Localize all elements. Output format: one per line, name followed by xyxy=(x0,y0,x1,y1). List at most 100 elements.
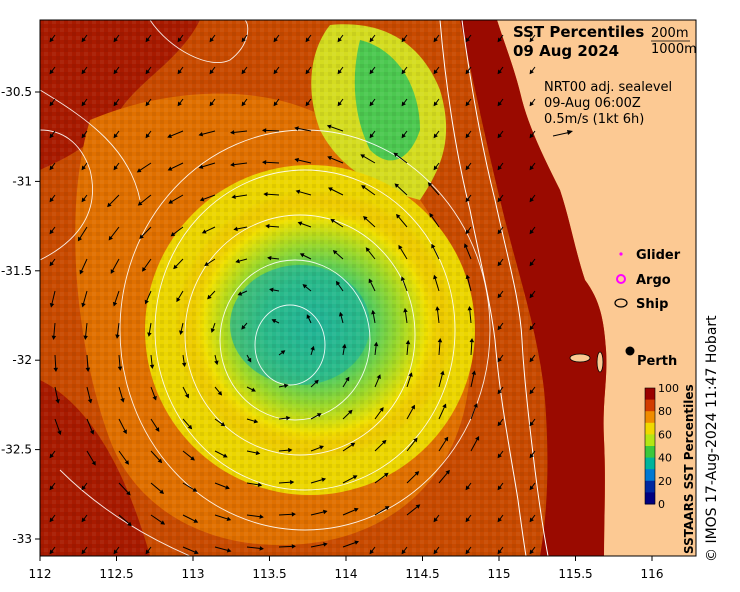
current-arrowhead xyxy=(465,517,470,523)
contour-200m-label: 200m xyxy=(651,26,688,41)
current-arrowhead xyxy=(465,101,470,107)
current-arrowhead xyxy=(433,274,438,280)
current-arrowhead xyxy=(81,485,86,491)
current-arrowhead xyxy=(81,101,86,107)
current-arrowhead xyxy=(299,253,305,258)
current-arrowhead xyxy=(145,549,150,555)
x-tick-label: 112 xyxy=(29,567,52,581)
x-axis: 112 112.5 113 113.5 114 114.5 115 115.5 116 xyxy=(29,556,663,581)
current-arrowhead xyxy=(49,197,54,203)
current-arrowhead xyxy=(89,429,95,435)
current-arrowhead xyxy=(113,133,118,139)
current-arrowhead xyxy=(445,469,450,475)
current-arrowhead xyxy=(369,101,374,107)
current-arrowhead xyxy=(328,187,333,192)
current-arrowhead xyxy=(49,165,54,171)
current-arrowhead xyxy=(305,69,310,75)
current-arrowhead xyxy=(396,213,401,219)
current-arrowhead xyxy=(233,226,238,232)
current-arrowhead xyxy=(261,160,267,165)
current-arrowhead xyxy=(81,197,86,203)
current-arrowhead xyxy=(126,490,131,496)
current-arrowhead xyxy=(497,261,502,267)
argo-legend-label: Argo xyxy=(636,273,671,288)
current-arrowhead xyxy=(152,395,157,401)
map-title: SST Percentiles xyxy=(513,23,644,41)
current-arrowhead xyxy=(368,278,373,284)
current-source-label: NRT00 adj. sealevel xyxy=(544,80,672,95)
current-arrowhead xyxy=(352,475,358,480)
colorbar-segment xyxy=(645,480,655,493)
current-arrowhead xyxy=(379,407,384,412)
colorbar-tick-label: 20 xyxy=(658,475,672,488)
current-arrowhead xyxy=(207,294,212,300)
current-arrowhead xyxy=(85,367,91,373)
current-arrowhead xyxy=(170,231,176,237)
current-arrowhead xyxy=(263,191,268,197)
current-arrowhead xyxy=(297,221,303,226)
contour-1000m xyxy=(439,20,527,556)
current-arrowhead xyxy=(471,370,477,375)
current-arrowhead xyxy=(226,516,232,522)
current-arrowhead xyxy=(124,460,129,465)
current-arrowhead xyxy=(271,319,277,324)
colorbar-segment xyxy=(645,446,655,459)
current-arrowhead xyxy=(49,549,54,555)
current-arrowhead xyxy=(294,126,299,131)
current-arrowhead xyxy=(465,133,470,139)
current-arrowhead xyxy=(253,418,259,424)
colorbar-segment xyxy=(645,388,655,401)
current-arrowhead xyxy=(321,477,327,482)
current-arrowhead xyxy=(53,367,59,373)
current-arrowhead xyxy=(433,69,438,75)
current-arrowhead xyxy=(273,37,278,43)
current-arrowhead xyxy=(497,133,502,139)
current-arrowhead xyxy=(231,194,236,200)
current-arrowhead xyxy=(190,456,195,461)
current-arrowhead xyxy=(199,197,205,202)
current-arrowhead xyxy=(145,69,150,75)
colorbar-tick-label: 40 xyxy=(658,452,672,465)
argo-icon xyxy=(616,274,626,284)
current-arrowhead xyxy=(363,216,368,221)
current-arrowhead xyxy=(433,549,438,555)
current-arrowhead xyxy=(433,517,438,523)
current-arrowhead xyxy=(529,325,534,331)
current-arrowhead xyxy=(497,485,502,491)
current-arrowhead xyxy=(145,101,150,107)
current-arrowhead xyxy=(429,212,434,218)
current-arrowhead xyxy=(437,338,443,343)
credit-label: © IMOS 17-Aug-2024 11:47 Hobart xyxy=(704,315,720,562)
current-arrowhead xyxy=(369,37,374,43)
current-arrowhead xyxy=(55,399,60,404)
x-tick-label: 115.5 xyxy=(558,567,592,581)
current-arrowhead xyxy=(337,101,342,107)
current-arrowhead xyxy=(431,243,436,249)
current-arrowhead xyxy=(529,293,534,299)
y-tick-label: -32.5 xyxy=(1,443,32,457)
current-arrowhead xyxy=(529,261,534,267)
y-tick-label: -30.5 xyxy=(1,85,32,99)
current-arrowhead xyxy=(369,549,374,555)
current-arrowhead xyxy=(160,520,166,525)
current-arrowhead xyxy=(179,330,184,335)
colorbar-tick-label: 100 xyxy=(658,382,679,395)
current-arrowhead xyxy=(322,509,328,515)
current-arrowhead xyxy=(225,485,230,490)
current-arrowhead xyxy=(241,101,246,107)
colorbar: 100 80 60 40 20 0 xyxy=(644,382,679,511)
current-arrowhead xyxy=(187,424,193,430)
current-arrowhead xyxy=(57,430,62,436)
current-arrowhead xyxy=(529,453,534,459)
surface-current-arrows xyxy=(49,34,536,555)
current-arrowhead xyxy=(257,482,263,488)
current-arrowhead xyxy=(113,101,118,107)
current-arrowhead xyxy=(365,247,371,252)
y-axis: -30.5 -31 -31.5 -32 -32.5 -33 xyxy=(1,85,40,546)
current-arrowhead xyxy=(529,229,534,235)
current-arrowhead xyxy=(155,427,160,432)
current-arrowhead xyxy=(83,335,88,340)
current-arrowhead xyxy=(529,485,534,491)
current-arrowhead xyxy=(81,549,86,555)
